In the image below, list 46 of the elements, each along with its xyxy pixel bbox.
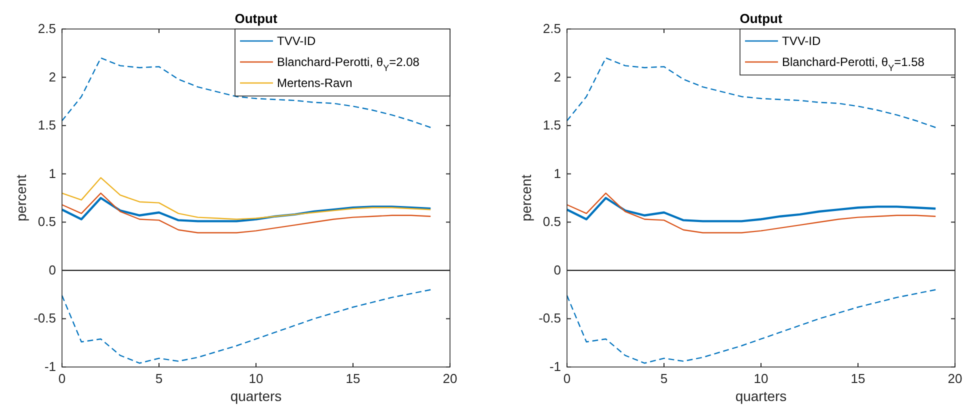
y-tick-label: -0.5	[538, 310, 561, 326]
legend-label: Blanchard-Perotti, θ$_{Y}$=1.58	[782, 55, 925, 73]
y-tick-label: 1.5	[542, 118, 561, 133]
y-tick-label: 1	[554, 166, 561, 181]
line-series	[61, 177, 432, 220]
x-axis-title: quarters	[230, 388, 282, 404]
y-tick-label: -1	[44, 359, 56, 374]
line-series	[566, 196, 937, 222]
y-tick-label: -0.5	[34, 310, 56, 326]
legend-label: Mertens-Ravn	[277, 76, 352, 90]
legend-label: Blanchard-Perotti, θ$_{Y}$=2.08	[277, 55, 420, 73]
chart-title: Output	[234, 11, 278, 26]
x-tick-label: 5	[660, 371, 668, 386]
y-axis-title: percent	[518, 174, 534, 222]
y-tick-label: 0	[48, 262, 56, 278]
x-tick-label: 5	[155, 371, 163, 386]
line-series	[566, 289, 936, 364]
x-tick-label: 10	[248, 371, 264, 386]
chart-title: Output	[740, 11, 783, 26]
x-tick-label: 20	[948, 371, 962, 386]
y-tick-label: -1	[549, 359, 561, 374]
x-tick-label: 0	[58, 371, 66, 386]
x-axis-title: quarters	[735, 388, 787, 404]
y-tick-label: 2	[48, 69, 56, 84]
line-series	[566, 57, 936, 128]
line-series	[60, 196, 432, 222]
y-tick-label: 2.5	[542, 21, 561, 36]
y-tick-label: 1	[48, 166, 56, 181]
y-tick-label: 0.5	[542, 214, 561, 230]
legend-label: TVV-ID	[782, 34, 822, 48]
x-tick-label: 10	[754, 371, 768, 386]
y-tick-label: 2.5	[38, 21, 56, 36]
y-tick-label: 1.5	[38, 118, 56, 133]
line-series	[61, 192, 432, 234]
x-tick-label: 0	[563, 371, 571, 386]
x-tick-label: 20	[442, 371, 458, 386]
x-tick-label: 15	[850, 371, 866, 386]
y-tick-label: 2	[554, 69, 561, 84]
y-axis-title: percent	[13, 174, 29, 222]
y-tick-label: 0	[554, 262, 561, 278]
line-series	[566, 192, 936, 234]
y-tick-label: 0.5	[38, 214, 56, 230]
line-series	[61, 57, 432, 128]
legend-label: TVV-ID	[277, 34, 316, 48]
line-series	[61, 289, 432, 364]
x-tick-label: 15	[346, 371, 360, 386]
